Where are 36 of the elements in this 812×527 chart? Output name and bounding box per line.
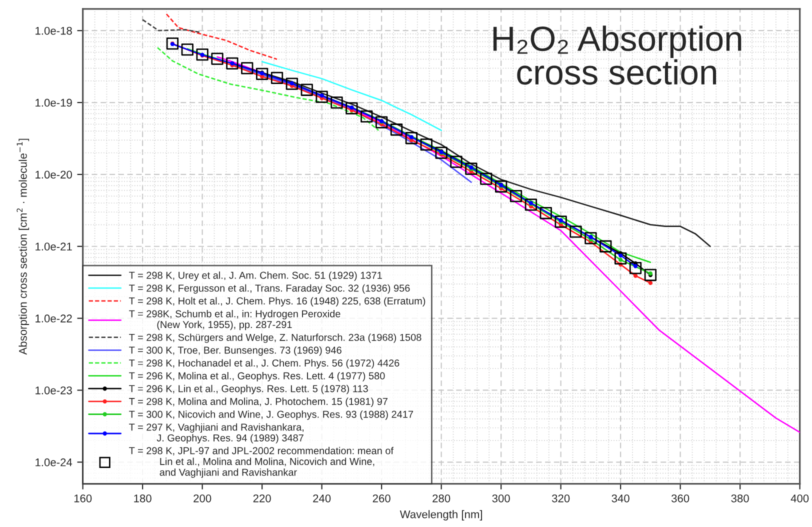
x-tick-label: 400 — [790, 494, 809, 502]
x-tick-label: 360 — [671, 494, 690, 502]
y-tick-label: 1.0e-23 — [36, 386, 72, 394]
x-tick-label: 280 — [432, 494, 450, 502]
legend-label: T = 300 K, Nicovich and Wine, J. Geophys. Res. 93 (1988) 2417 — [129, 410, 414, 420]
x-tick-label: 240 — [313, 494, 331, 502]
y-tick-label: 1.0e-21 — [36, 242, 72, 251]
y-tick-label: 1.0e-19 — [36, 98, 72, 107]
y-tick-label: 1.0e-18 — [36, 26, 72, 35]
legend-label: T = 297 K, Vaghjiani and Ravishankara, J. Geophys. Res. 94 (1989) 3487 — [129, 423, 304, 444]
legend-label: T = 296 K, Molina et al., Geophys. Res. Lett. 4 (1977) 580 — [129, 372, 385, 382]
legend-label: T = 298 K, Hochanadel et al., J. Chem. Phys. 56 (1972) 4426 — [129, 359, 400, 369]
legend-label: T = 298K, Schumb et al., in: Hydrogen Peroxide (New York, 1955), pp. 287-291 — [129, 310, 340, 330]
y-tick-label: 1.0e-24 — [36, 458, 72, 466]
text: H₂O₂ Absorption cross section — [493, 26, 742, 85]
x-tick-label: 160 — [74, 494, 92, 502]
x-tick-label: 180 — [134, 494, 152, 502]
x-axis-title: Wavelength [nm] — [400, 510, 482, 520]
y-tick-label: 1.0e-20 — [36, 170, 72, 179]
x-tick-label: 260 — [372, 494, 390, 502]
legend-label: T = 298 K, Schürgers and Welge, Z. Naturforsch. 23a (1968) 1508 — [129, 334, 422, 343]
x-tick-label: 200 — [194, 494, 212, 502]
legend-label: T = 298 K, JPL-97 and JPL-2002 recommendation: mean of Lin et al., Molina and Molina, Nicovich and Wine, and Vaghjiani and Ravishankar — [129, 446, 394, 478]
x-tick-label: 220 — [253, 494, 271, 502]
y-axis-title: Absorption cross section [cm$^{2}$ · molecule$^{−1}$] — [16, 138, 30, 355]
x-tick-label: 340 — [612, 494, 630, 502]
legend-label: T = 298 K, Holt et al., J. Chem. Phys. 16 (1948) 225, 638 (Erratum) — [129, 297, 426, 306]
y-tick-label: 1.0e-22 — [36, 314, 72, 322]
x-tick-label: 380 — [731, 494, 749, 502]
x-tick-label: 300 — [492, 494, 510, 502]
legend-label: T = 298 K, Urey et al., J. Am. Chem. Soc. 51 (1929) 1371 — [129, 272, 382, 281]
legend-label: T = 298 K, Molina and Molina, J. Photochem. 15 (1981) 97 — [129, 398, 388, 407]
legend-label: T = 296 K, Lin et al., Geophys. Res. Lett. 5 (1978) 113 — [129, 384, 368, 394]
legend-label: T = 300 K, Troe, Ber. Bunsenges. 73 (1969) 946 — [129, 346, 342, 356]
x-tick-label: 320 — [552, 494, 570, 502]
legend-label: T = 298 K, Fergusson et al., Trans. Faraday Soc. 32 (1936) 956 — [129, 284, 410, 294]
